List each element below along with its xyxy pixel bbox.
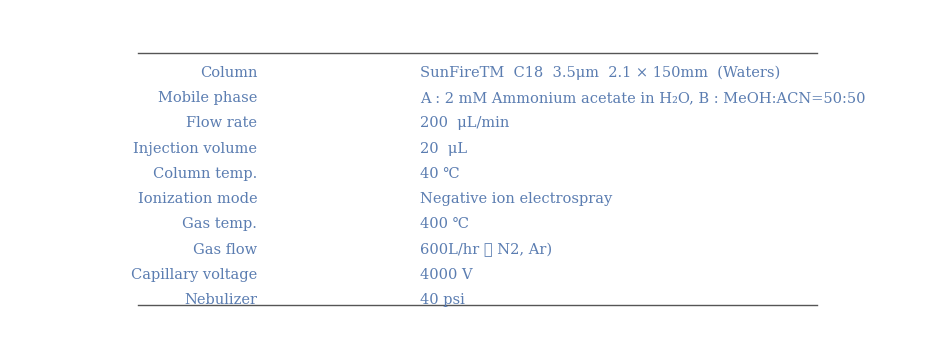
Text: Negative ion electrospray: Negative ion electrospray (420, 192, 612, 206)
Text: Gas flow: Gas flow (193, 243, 257, 257)
Text: A : 2 mM Ammonium acetate in H₂O, B : MeOH:ACN=50:50: A : 2 mM Ammonium acetate in H₂O, B : Me… (420, 91, 866, 105)
Text: Flow rate: Flow rate (186, 116, 257, 130)
Text: Nebulizer: Nebulizer (185, 293, 257, 307)
Text: 20  μL: 20 μL (420, 142, 467, 156)
Text: 40 psi: 40 psi (420, 293, 465, 307)
Text: 40 ℃: 40 ℃ (420, 167, 459, 181)
Text: 200  μL/min: 200 μL/min (420, 116, 509, 130)
Text: Capillary voltage: Capillary voltage (131, 268, 257, 282)
Text: Mobile phase: Mobile phase (158, 91, 257, 105)
Text: Gas temp.: Gas temp. (183, 217, 257, 231)
Text: 600L/hr （ N2, Ar): 600L/hr （ N2, Ar) (420, 243, 552, 257)
Text: 400 ℃: 400 ℃ (420, 217, 469, 231)
Text: Column: Column (199, 66, 257, 80)
Text: Column temp.: Column temp. (153, 167, 257, 181)
Text: Injection volume: Injection volume (133, 142, 257, 156)
Text: SunFireTM  C18  3.5μm  2.1 × 150mm  (Waters): SunFireTM C18 3.5μm 2.1 × 150mm (Waters) (420, 66, 780, 80)
Text: 4000 V: 4000 V (420, 268, 473, 282)
Text: Ionization mode: Ionization mode (138, 192, 257, 206)
